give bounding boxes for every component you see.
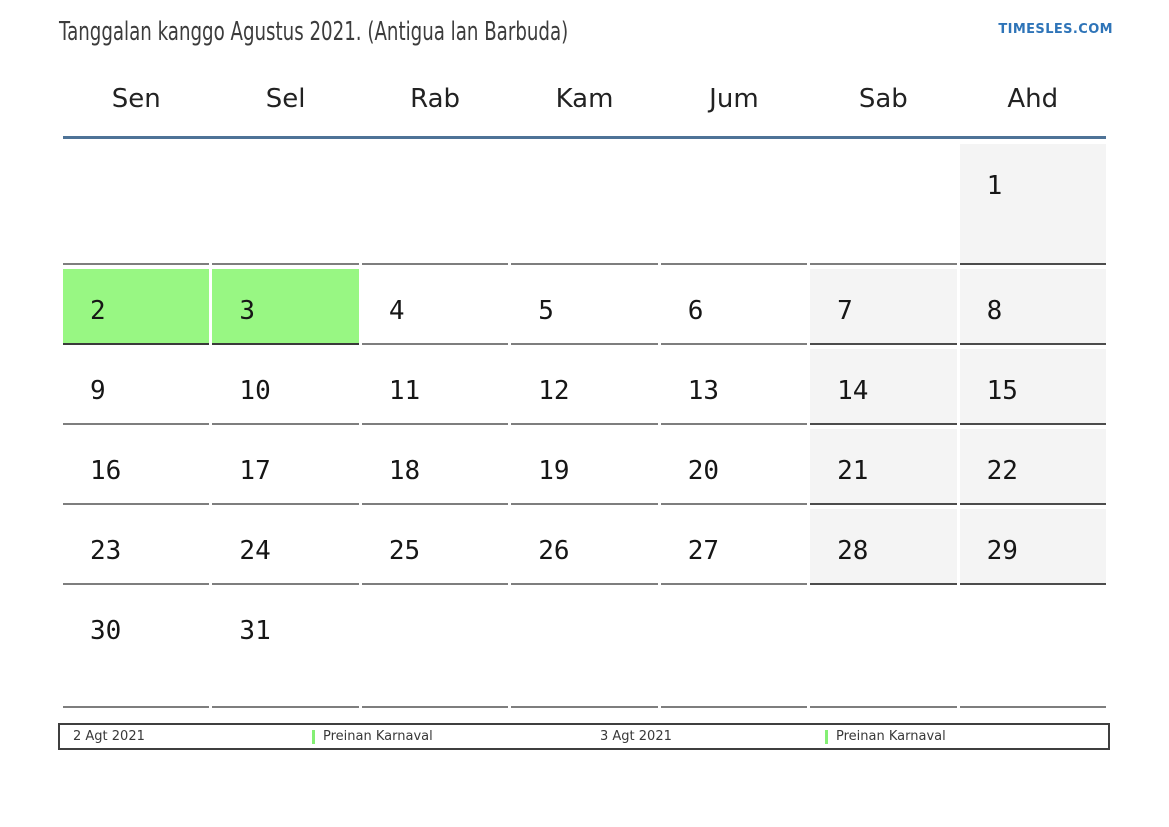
- calendar-day-cell: 21: [810, 429, 957, 505]
- weekday-header-kam: Kam: [555, 84, 614, 114]
- calendar-day-cell: 13: [660, 349, 808, 425]
- calendar-day-cell: 5: [511, 269, 658, 345]
- calendar-empty-cell: [959, 589, 1106, 708]
- legend-date: 2 Agt 2021: [73, 729, 145, 744]
- calendar-day-cell: 12: [511, 349, 658, 425]
- calendar-day-cell: 18: [361, 429, 509, 505]
- calendar-day-cell: 20: [660, 429, 808, 505]
- legend-event: Preinan Karnaval: [825, 729, 1108, 744]
- legend-event-label: Preinan Karnaval: [836, 729, 946, 744]
- top-bar: Tanggalan kanggo Agustus 2021. (Antigua …: [0, 0, 1169, 54]
- holiday-marker-icon: [825, 729, 828, 744]
- calendar-empty-cell: [361, 144, 509, 265]
- calendar-day-cell: 30: [63, 589, 210, 708]
- weekday-header-row: Sen Sel Rab Kam Jum Sab Ahd: [63, 54, 1106, 139]
- calendar-day-cell: 4: [361, 269, 509, 345]
- calendar-day-cell: 22: [959, 429, 1106, 505]
- calendar-day-cell: 8: [959, 269, 1106, 345]
- calendar-day-cell: 25: [361, 509, 509, 585]
- weekday-header-sen: Sen: [111, 84, 161, 114]
- calendar-day-cell: 11: [361, 349, 509, 425]
- calendar-day-cell: 9: [63, 349, 210, 425]
- holiday-marker-icon: [312, 729, 315, 744]
- calendar-empty-cell: [810, 144, 957, 265]
- calendar-day-cell: 1: [959, 144, 1106, 265]
- legend-event: Preinan Karnaval: [312, 729, 587, 744]
- calendar-day-cell: 28: [810, 509, 957, 585]
- calendar-empty-cell: [660, 144, 808, 265]
- calendar-empty-cell: [212, 144, 359, 265]
- page-title: Tanggalan kanggo Agustus 2021. (Antigua …: [59, 17, 569, 47]
- calendar-day-cell: 23: [63, 509, 210, 585]
- calendar: Sen Sel Rab Kam Jum Sab Ahd 1 2 3 4 5 6 7 8 9 10 11 12 13 1…: [63, 54, 1106, 708]
- weekday-header-sab: Sab: [858, 84, 908, 114]
- calendar-empty-cell: [63, 144, 210, 265]
- calendar-day-cell: 7: [810, 269, 957, 345]
- calendar-empty-cell: [810, 589, 957, 708]
- calendar-empty-cell: [511, 589, 658, 708]
- calendar-day-cell: 31: [212, 589, 359, 708]
- calendar-day-cell: 2: [63, 269, 210, 345]
- weekday-header-jum: Jum: [709, 84, 759, 114]
- weekday-header-ahd: Ahd: [1007, 84, 1059, 114]
- weekday-header-rab: Rab: [410, 84, 461, 114]
- calendar-day-cell: 3: [212, 269, 359, 345]
- legend-date: 3 Agt 2021: [600, 729, 672, 744]
- calendar-day-cell: 14: [810, 349, 957, 425]
- calendar-day-cell: 19: [511, 429, 658, 505]
- calendar-day-cell: 6: [660, 269, 808, 345]
- calendar-day-cell: 27: [660, 509, 808, 585]
- calendar-empty-cell: [511, 144, 658, 265]
- calendar-day-cell: 10: [212, 349, 359, 425]
- calendar-day-cell: 29: [959, 509, 1106, 585]
- calendar-grid: 1 2 3 4 5 6 7 8 9 10 11 12 13 14 15 16 17 18 19 20 21 22 23 24 2…: [63, 144, 1106, 708]
- timesles-logo-link[interactable]: TIMESLES.COM: [998, 22, 1113, 37]
- calendar-day-cell: 17: [212, 429, 359, 505]
- calendar-day-cell: 15: [959, 349, 1106, 425]
- calendar-day-cell: 16: [63, 429, 210, 505]
- calendar-empty-cell: [660, 589, 808, 708]
- calendar-empty-cell: [361, 589, 509, 708]
- calendar-day-cell: 24: [212, 509, 359, 585]
- legend-event-label: Preinan Karnaval: [323, 729, 433, 744]
- weekday-header-sel: Sel: [265, 84, 306, 114]
- calendar-day-cell: 26: [511, 509, 658, 585]
- holiday-legend: 2 Agt 2021 Preinan Karnaval 3 Agt 2021 Prei…: [58, 723, 1110, 750]
